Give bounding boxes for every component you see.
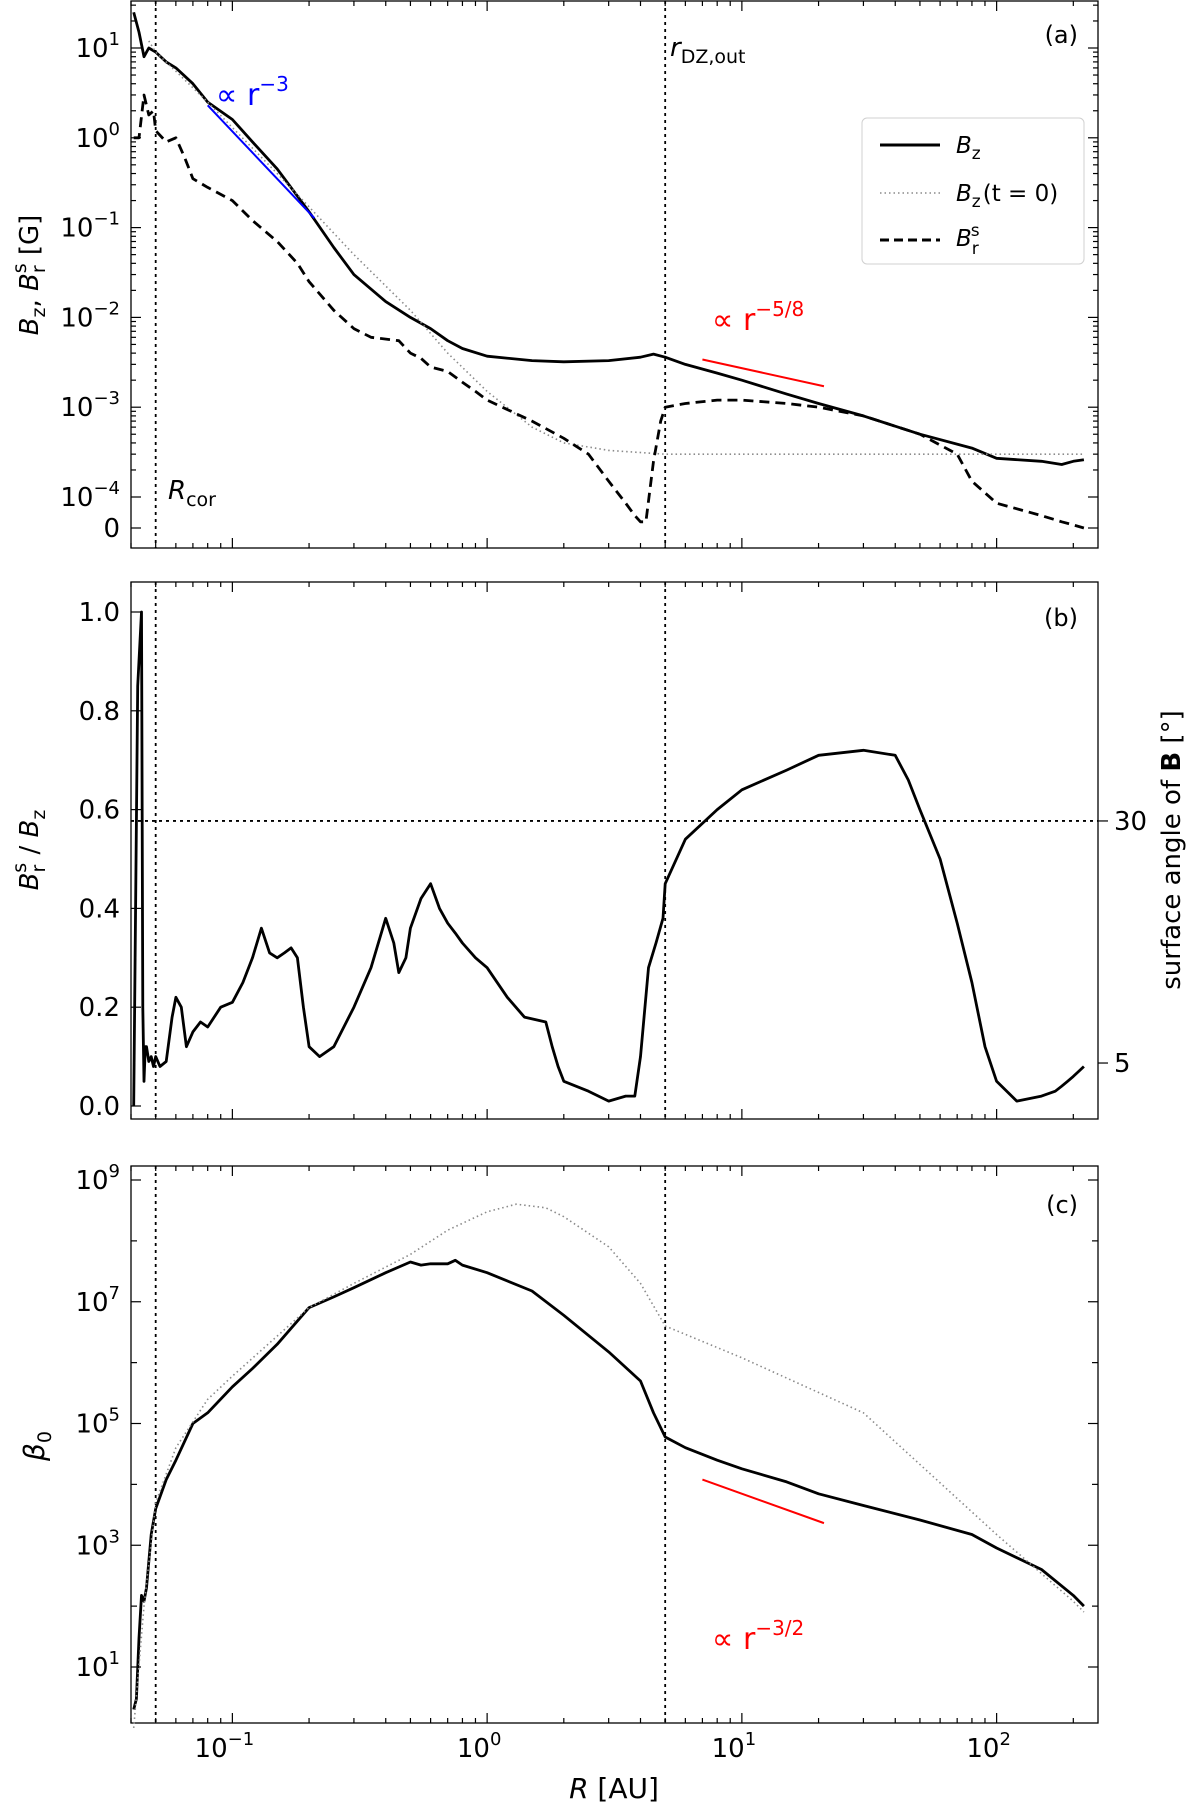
xtick-label: 100 xyxy=(457,1729,502,1764)
guide-a-red-line xyxy=(702,358,825,388)
ylabel-b-right: surface angle of B [°] xyxy=(1157,710,1187,989)
guide-c-red-line xyxy=(702,1478,825,1525)
panel-c-frame xyxy=(130,1165,1099,1724)
data-series xyxy=(132,11,1085,1728)
ytick-b-label: 0.2 xyxy=(79,993,120,1023)
ytick-a-label: 101 xyxy=(75,29,120,64)
guide-c-red-label: ∝ r−3/2 xyxy=(712,1616,804,1657)
guide-a-blue-line xyxy=(206,104,316,219)
ytick-b-label: 1.0 xyxy=(79,598,120,628)
ytick-a-label: 10−1 xyxy=(60,209,120,244)
ytick-a-label: 10−4 xyxy=(60,478,120,513)
ytick-c-label: 109 xyxy=(75,1161,120,1196)
guide-a-blue-label: ∝ r−3 xyxy=(216,72,289,113)
ylabel-a: Bz, Brs [G] xyxy=(9,215,50,336)
legend-brs-label: Brs xyxy=(956,221,980,259)
ylabel-c: β0 xyxy=(18,1431,56,1462)
legend: Bz Bz(t = 0) Brs xyxy=(861,117,1085,265)
axis-ticks: 10−1 100 101 102 101 100 10−1 10−2 10−3 10−40 0.0 0… xyxy=(60,1,1147,1764)
ytick-a-label: 10−2 xyxy=(60,298,120,333)
xtick-label: 10−1 xyxy=(195,1729,255,1764)
rdz-label: rDZ,out xyxy=(670,33,746,68)
ytick-b-right-label: 5 xyxy=(1114,1049,1131,1079)
panel-c-label: (c) xyxy=(1046,1191,1078,1219)
ytick-c-label: 105 xyxy=(75,1405,120,1440)
guide-a-red-label: ∝ r−5/8 xyxy=(712,297,804,338)
ytick-c-label: 101 xyxy=(75,1648,120,1683)
panel-a-label: (a) xyxy=(1045,21,1078,49)
xtick-label: 102 xyxy=(966,1729,1011,1764)
ytick-b-label: 0.6 xyxy=(79,796,120,826)
series-c-beta0 xyxy=(132,1258,1085,1710)
series-a-brs xyxy=(133,93,1085,530)
ytick-a-label: 10−3 xyxy=(60,388,120,423)
legend-bz-label: Bz xyxy=(956,133,981,164)
slope-guides xyxy=(206,104,825,1525)
legend-box xyxy=(861,117,1085,265)
ytick-a-label: 100 xyxy=(75,119,120,154)
rcor-label: Rcor xyxy=(168,476,216,511)
ytick-a-label: 0 xyxy=(103,514,120,544)
series-b-ratio xyxy=(132,610,1085,1107)
reference-lines xyxy=(131,1,1098,1723)
series-a-bz0 xyxy=(148,40,1084,455)
ytick-b-right-label: 30 xyxy=(1114,807,1147,837)
xlabel: R [AU] xyxy=(569,1772,659,1805)
ytick-c-label: 107 xyxy=(75,1283,120,1318)
xtick-label: 101 xyxy=(712,1729,757,1764)
panel-b-frame xyxy=(130,581,1099,1120)
legend-bz0-label: Bz(t = 0) xyxy=(956,181,1058,212)
ylabel-b: Brs / Bz xyxy=(9,810,50,891)
series-c-beta0-t0 xyxy=(132,1203,1085,1728)
ytick-b-label: 0.8 xyxy=(79,697,120,727)
ytick-c-label: 103 xyxy=(75,1526,120,1561)
ytick-b-label: 0.4 xyxy=(79,894,120,924)
ytick-b-label: 0.0 xyxy=(79,1092,120,1122)
panel-b-label: (b) xyxy=(1044,604,1078,632)
